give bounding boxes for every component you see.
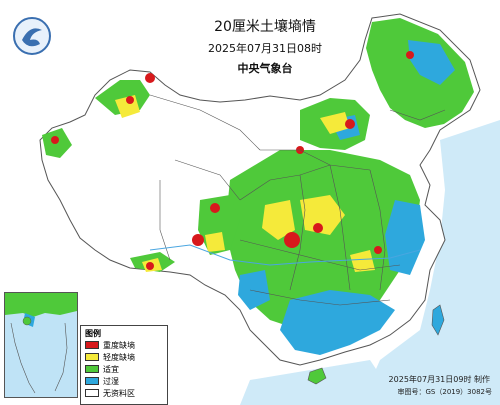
- legend-swatch: [85, 365, 99, 373]
- severe-dry-patch: [345, 119, 355, 129]
- legend-label: 过湿: [103, 376, 119, 386]
- severe-dry-patch: [192, 234, 204, 246]
- south-sea: [240, 360, 400, 405]
- severe-dry-regions: [51, 51, 414, 270]
- light-dry-regions: [115, 95, 375, 272]
- map-agency: 中央气象台: [237, 62, 293, 75]
- map-date: 2025年07月31日08时: [208, 42, 322, 55]
- dry-hubei: [350, 250, 375, 272]
- dry-yunnan: [205, 232, 225, 252]
- wet-northeast: [408, 40, 455, 85]
- legend-label: 重度缺墒: [103, 340, 135, 350]
- severe-dry-patch: [126, 96, 134, 104]
- severe-dry-patch: [146, 262, 154, 270]
- legend-title: 图例: [85, 329, 101, 338]
- dry-henan: [300, 195, 345, 235]
- hainan-island: [307, 367, 327, 385]
- legend-item-light-dry: 轻度缺墒: [85, 352, 135, 362]
- legend-item-severe-dry: 重度缺墒: [85, 340, 135, 350]
- wet-south: [280, 290, 395, 355]
- inset-map: [5, 293, 77, 394]
- legend-label: 适宜: [103, 364, 119, 374]
- east-sea: [360, 120, 500, 405]
- river-line: [149, 244, 421, 266]
- dry-inner-mongolia: [320, 112, 350, 134]
- legend-swatch: [85, 353, 99, 361]
- legend-item-wet: 过湿: [85, 376, 119, 386]
- wet-southwest: [238, 270, 270, 310]
- taiwan-island: [431, 304, 445, 336]
- severe-dry-patch: [374, 246, 382, 254]
- legend-swatch: [85, 341, 99, 349]
- severe-dry-patch: [51, 136, 59, 144]
- legend-item-suitable: 适宜: [85, 364, 119, 374]
- map-title: 20厘米土壤墒情: [214, 19, 316, 35]
- legend-label: 轻度缺墒: [103, 352, 135, 362]
- severe-dry-patch: [210, 203, 220, 213]
- severe-dry-patch: [284, 232, 300, 248]
- severe-dry-patch: [313, 223, 323, 233]
- region-central: [225, 150, 420, 330]
- cma-logo-icon: [13, 17, 51, 55]
- severe-dry-patch: [145, 73, 155, 83]
- map-approval-number: 审图号：GS（2019）3082号: [397, 388, 493, 396]
- legend-swatch: [85, 377, 99, 385]
- legend-swatch: [85, 389, 99, 397]
- production-credit: 2025年07月31日09时 制作: [388, 375, 490, 384]
- south-china-sea-inset: [4, 292, 78, 398]
- province-boundaries: [149, 94, 446, 306]
- legend-label: 无资料区: [103, 388, 135, 398]
- severe-dry-patch: [406, 51, 414, 59]
- dry-shaanxi: [262, 200, 295, 240]
- legend-item-no-data: 无资料区: [85, 388, 135, 398]
- map-legend: 图例 重度缺墒 轻度缺墒 适宜 过湿 无资料区: [80, 325, 168, 405]
